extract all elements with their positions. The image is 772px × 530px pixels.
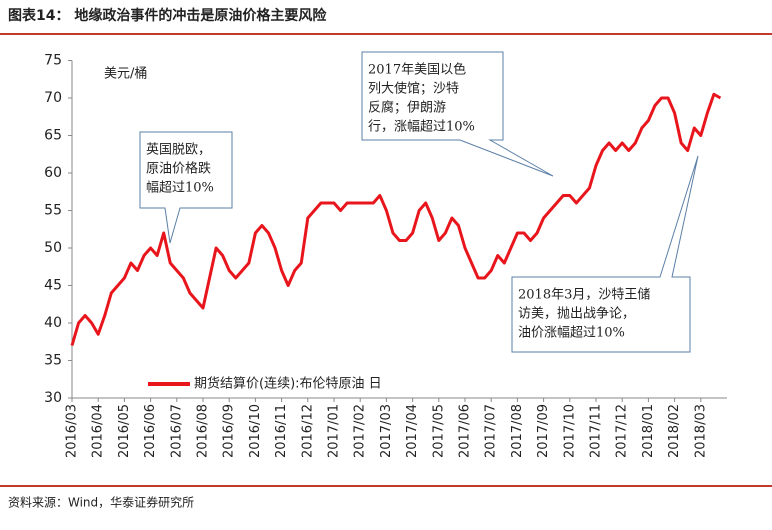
annotation: 英国脱欧，	[146, 143, 211, 158]
y-tick-label: 75	[44, 53, 62, 69]
x-tick-label: 2017/04	[405, 404, 420, 458]
y-tick-label: 30	[44, 390, 62, 406]
x-tick-label: 2018/02	[667, 404, 682, 458]
y-tick-label: 70	[44, 90, 62, 106]
x-tick-label: 2017/03	[379, 404, 394, 458]
annotation: 列大使馆；沙特	[368, 81, 459, 97]
y-tick-label: 60	[44, 165, 62, 181]
annotation: 油价涨幅超过10%	[518, 326, 625, 341]
y-tick-label: 55	[44, 203, 62, 219]
y-tick-label: 65	[44, 128, 62, 144]
legend-label: 期货结算价(连续):布伦特原油 日	[194, 376, 382, 392]
x-tick-label: 2016/06	[143, 404, 158, 458]
x-tick-label: 2017/06	[458, 404, 473, 458]
callout-box	[139, 131, 233, 244]
y-tick-label: 50	[44, 240, 62, 256]
callout-box	[511, 155, 699, 353]
x-tick-label: 2018/01	[641, 404, 656, 458]
x-tick-label: 2016/03	[65, 404, 80, 458]
annotation: 幅超过10%	[146, 181, 214, 196]
y-tick-label: 45	[44, 278, 62, 294]
chart-title: 图表14： 地缘政治事件的冲击是原油价格主要风险	[8, 7, 327, 24]
annotation: 访美，抛出战争论，	[518, 307, 635, 322]
callout-box	[361, 51, 554, 177]
x-tick-label: 2016/08	[196, 404, 211, 458]
x-tick-label: 2017/02	[353, 404, 368, 458]
y-tick-label: 40	[44, 315, 62, 331]
x-tick-label: 2017/12	[615, 404, 630, 458]
x-tick-label: 2016/11	[274, 404, 289, 458]
annotation: 原油价格跌	[146, 161, 211, 177]
x-tick-label: 2018/03	[693, 404, 708, 458]
x-tick-label: 2017/09	[536, 404, 551, 458]
x-tick-label: 2017/08	[510, 404, 525, 458]
x-tick-label: 2017/11	[589, 404, 604, 458]
y-tick-label: 35	[44, 353, 62, 369]
x-tick-label: 2016/04	[91, 404, 106, 458]
annotation: 2017年美国以色	[368, 62, 466, 78]
data-line	[70, 92, 722, 346]
x-tick-label: 2016/07	[169, 404, 184, 458]
x-tick-label: 2017/10	[562, 404, 577, 458]
x-tick-label: 2017/01	[327, 404, 342, 458]
source: 资料来源：Wind，华泰证券研究所	[8, 495, 194, 510]
annotation: 2018年3月，沙特王储	[518, 288, 650, 303]
x-tick-label: 2016/10	[248, 404, 263, 458]
x-tick-label: 2017/07	[484, 404, 499, 458]
x-tick-label: 2017/05	[431, 404, 446, 458]
y-label: 美元/桶	[104, 67, 147, 82]
x-tick-label: 2016/05	[117, 404, 132, 458]
x-tick-label: 2016/09	[222, 404, 237, 458]
annotation: 行，涨幅超过10%	[368, 120, 475, 135]
x-tick-label: 2016/12	[300, 404, 315, 458]
annotation: 反腐；伊朗游	[368, 101, 446, 116]
